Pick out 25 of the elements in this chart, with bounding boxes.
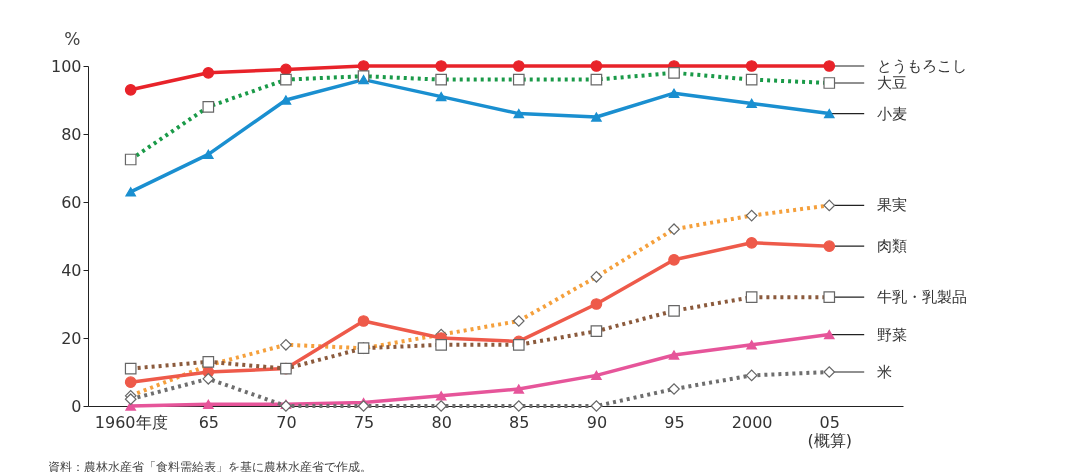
text: 米: [877, 363, 893, 381]
x-tick-label: 70: [276, 412, 297, 432]
y-tick-label: 60: [61, 192, 82, 212]
y-tick-label: 20: [61, 328, 82, 348]
text: とうもろこし: [877, 57, 968, 75]
x-tick-label: 90: [586, 412, 608, 432]
text: 牛乳・乳製品: [877, 288, 968, 307]
x-tick-label: 1960年度: [94, 412, 168, 432]
x-tick-label: 65: [198, 412, 219, 432]
text: 肉類: [877, 237, 908, 256]
x-tick-label: 95: [664, 412, 685, 432]
text: 小麦: [877, 104, 908, 123]
y-tick-label: 40: [61, 260, 82, 280]
x-tick-label: 75: [353, 412, 375, 432]
y-axis-title: %: [64, 28, 81, 49]
x-tick-label: 85: [509, 412, 530, 432]
text: 野菜: [877, 325, 908, 344]
y-tick-label: 80: [61, 124, 82, 144]
x-tick-label: 05 (概算): [807, 412, 852, 450]
text: 大豆: [877, 74, 908, 92]
x-tick-label: 2000: [731, 412, 773, 432]
y-tick-label: 100: [50, 56, 82, 76]
y-tick-label: 0: [71, 396, 82, 416]
text: 果実: [877, 196, 908, 215]
x-tick-label: 80: [431, 412, 452, 432]
